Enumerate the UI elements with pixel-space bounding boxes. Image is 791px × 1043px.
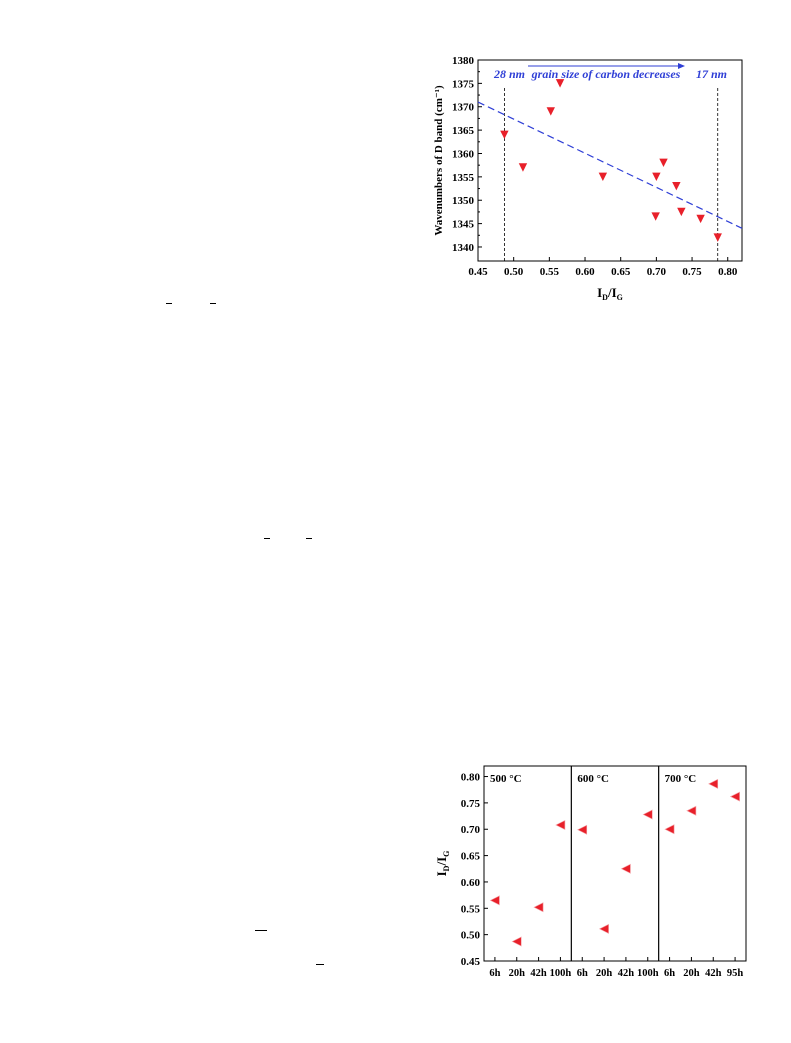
- y-tick-label: 1355: [452, 172, 475, 184]
- y-tick-label: 0.50: [461, 930, 481, 942]
- data-point: [598, 923, 609, 934]
- x-tick-label: 42h: [705, 968, 722, 979]
- stray-mark: [306, 538, 312, 539]
- y-tick-label: 0.65: [461, 851, 481, 863]
- x-tick-label: 42h: [530, 968, 547, 979]
- annotation-arrowhead: [678, 63, 685, 69]
- x-tick-label: 0.80: [718, 266, 738, 278]
- x-tick-label: 42h: [618, 968, 635, 979]
- data-point: [677, 207, 686, 217]
- trend-line: [477, 101, 743, 229]
- y-tick-label: 1345: [452, 219, 475, 231]
- y-tick-label: 0.45: [461, 956, 481, 968]
- x-tick-label: 20h: [509, 968, 526, 979]
- x-tick-label: 0.70: [647, 266, 667, 278]
- y-tick-label: 1365: [452, 125, 475, 137]
- x-tick-label: 6h: [489, 968, 500, 979]
- stray-mark: [166, 303, 172, 304]
- data-point: [708, 778, 719, 789]
- id-ig-by-temperature-chart: 0.45 0.50 0.55 0.60 0.65 0.70 0.75 0.80 500 °C 6h…: [434, 765, 747, 979]
- y-axis-title: Wavenumbers of D band (cm⁻¹): [433, 85, 445, 236]
- x-tick-label: 20h: [683, 968, 700, 979]
- y-tick-label: 0.80: [461, 772, 481, 784]
- y-axis-title: ID/IG: [434, 851, 451, 877]
- data-point: [651, 212, 660, 221]
- y-tick-label: 0.60: [461, 877, 481, 889]
- data-point: [555, 79, 565, 88]
- x-tick-label: 0.45: [468, 266, 488, 278]
- panel-label: 600 °C: [577, 773, 609, 785]
- x-tick-label: 0.60: [575, 266, 595, 278]
- x-tick-label: 95h: [727, 968, 744, 979]
- y-tick-label: 1370: [452, 102, 475, 114]
- x-tick-label: 100h: [550, 968, 572, 979]
- x-axis-title: ID/IG: [597, 285, 623, 302]
- data-point: [500, 130, 509, 139]
- stray-mark: [264, 538, 270, 539]
- data-point: [577, 824, 588, 835]
- x-tick-label: 0.55: [540, 266, 560, 278]
- x-tick-label: 6h: [664, 968, 675, 979]
- plot-frame: [483, 765, 747, 962]
- y-tick-label: 0.70: [461, 824, 481, 836]
- y-tick-label: 1380: [452, 55, 475, 67]
- x-tick-label: 6h: [577, 968, 588, 979]
- y-tick-label: 0.75: [461, 798, 481, 810]
- y-tick-label: 1360: [452, 148, 475, 160]
- data-point: [659, 158, 668, 168]
- panel-label: 700 °C: [665, 773, 697, 785]
- panel-label: 500 °C: [490, 773, 522, 785]
- y-tick-label: 1340: [452, 242, 475, 254]
- data-point: [713, 233, 722, 242]
- x-tick-label: 0.65: [611, 266, 631, 278]
- data-point: [533, 902, 544, 913]
- x-tick-label: 100h: [637, 968, 659, 979]
- data-point: [642, 809, 653, 820]
- data-point: [546, 107, 555, 116]
- x-tick-label: 0.75: [682, 266, 702, 278]
- data-point: [489, 895, 500, 906]
- data-point: [652, 172, 661, 182]
- stray-mark: [210, 303, 216, 304]
- stray-mark: [316, 964, 324, 965]
- y-tick-label: 0.55: [461, 903, 481, 915]
- data-point: [729, 791, 740, 802]
- data-point: [620, 863, 631, 874]
- annotation-arrow-text: grain size of carbon decreases: [531, 67, 681, 81]
- y-tick-label: 1350: [452, 195, 475, 207]
- data-point: [696, 214, 705, 224]
- data-point: [511, 936, 522, 947]
- raman-d-band-chart: 0.45 0.50 0.55 0.60 0.65 0.70 0.75 0.80 1340 1345…: [433, 55, 743, 302]
- annotation-left-size: 28 nm: [493, 67, 525, 81]
- data-point: [664, 824, 675, 835]
- annotation-right-size: 17 nm: [696, 67, 727, 81]
- data-point: [598, 172, 608, 182]
- data-point: [555, 820, 566, 831]
- plot-frame: [477, 59, 743, 262]
- data-point: [686, 805, 697, 816]
- data-point: [672, 182, 681, 191]
- x-tick-label: 0.50: [504, 266, 524, 278]
- x-tick-label: 20h: [596, 968, 613, 979]
- data-point: [518, 163, 528, 172]
- stray-mark: [255, 930, 267, 931]
- y-tick-label: 1375: [452, 78, 475, 90]
